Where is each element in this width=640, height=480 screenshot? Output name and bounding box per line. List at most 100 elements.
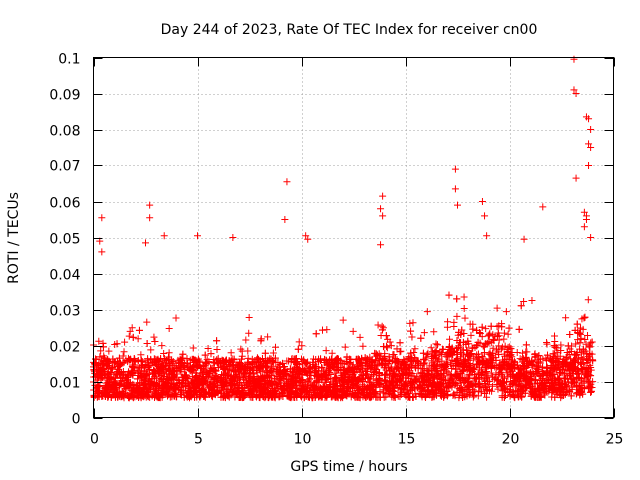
- data-point: [249, 360, 257, 368]
- data-point: [313, 377, 321, 385]
- data-point: [469, 393, 477, 401]
- data-point: [500, 329, 508, 337]
- data-point: [209, 373, 217, 381]
- data-point: [551, 393, 559, 401]
- data-point: [483, 393, 491, 401]
- data-point: [187, 392, 195, 400]
- data-point: [587, 388, 595, 396]
- data-point: [356, 333, 364, 341]
- data-point: [437, 389, 445, 397]
- data-point: [359, 342, 367, 350]
- data-point: [566, 387, 574, 395]
- data-point: [359, 363, 367, 371]
- data-point: [127, 355, 135, 363]
- data-point: [498, 343, 506, 351]
- data-point: [320, 383, 328, 391]
- data-point: [322, 347, 330, 355]
- data-point: [194, 363, 202, 371]
- data-point: [484, 332, 492, 340]
- data-point: [147, 346, 155, 354]
- data-point: [405, 371, 413, 379]
- data-point: [187, 386, 195, 394]
- data-point: [385, 353, 393, 361]
- data-point: [198, 370, 206, 378]
- data-point: [309, 363, 317, 371]
- data-point: [433, 367, 441, 375]
- data-point: [287, 389, 295, 397]
- data-point: [236, 389, 244, 397]
- data-point: [483, 339, 491, 347]
- data-point: [386, 356, 394, 364]
- data-point: [265, 357, 273, 365]
- data-point: [401, 383, 409, 391]
- data-point: [177, 356, 185, 364]
- data-point: [262, 363, 270, 371]
- data-point: [410, 384, 418, 392]
- data-point: [556, 369, 564, 377]
- data-point: [328, 349, 336, 357]
- data-point: [249, 370, 257, 378]
- data-point: [586, 343, 594, 351]
- data-point: [584, 356, 592, 364]
- data-point: [436, 350, 444, 358]
- data-point: [338, 392, 346, 400]
- data-point: [154, 363, 162, 371]
- data-point: [478, 353, 486, 361]
- data-point: [172, 314, 180, 322]
- data-point: [419, 349, 427, 357]
- data-point: [244, 354, 252, 362]
- data-point: [97, 363, 105, 371]
- data-point: [305, 377, 313, 385]
- data-point: [393, 365, 401, 373]
- data-point: [287, 391, 295, 399]
- data-point: [547, 364, 555, 372]
- data-point: [343, 353, 351, 361]
- data-point: [279, 371, 287, 379]
- data-point: [522, 367, 530, 375]
- data-point: [101, 354, 109, 362]
- data-point: [526, 380, 534, 388]
- data-point: [543, 339, 551, 347]
- data-point: [189, 344, 197, 352]
- data-point: [202, 358, 210, 366]
- data-point: [284, 379, 292, 387]
- data-point: [418, 391, 426, 399]
- data-point: [452, 358, 460, 366]
- data-point: [315, 384, 323, 392]
- data-point: [577, 324, 585, 332]
- data-point: [515, 378, 523, 386]
- data-point: [326, 380, 334, 388]
- data-point: [562, 360, 570, 368]
- data-point: [302, 386, 310, 394]
- data-point: [405, 353, 413, 361]
- data-point: [291, 355, 299, 363]
- data-point: [510, 379, 518, 387]
- data-point: [550, 342, 558, 350]
- data-point: [205, 372, 213, 380]
- data-point: [270, 393, 278, 401]
- data-point: [508, 367, 516, 375]
- data-point: [493, 376, 501, 384]
- data-point: [582, 340, 590, 348]
- data-point: [378, 326, 386, 334]
- data-point: [426, 391, 434, 399]
- data-point: [196, 393, 204, 401]
- data-point: [201, 351, 209, 359]
- data-point: [544, 351, 552, 359]
- data-point: [143, 340, 151, 348]
- data-point: [109, 364, 117, 372]
- data-point: [152, 369, 160, 377]
- data-point: [169, 366, 177, 374]
- data-point: [350, 369, 358, 377]
- data-point: [346, 360, 354, 368]
- data-point: [420, 329, 428, 337]
- data-point: [457, 353, 465, 361]
- data-point: [478, 323, 486, 331]
- data-point: [474, 392, 482, 400]
- data-point: [419, 372, 427, 380]
- data-point: [473, 361, 481, 369]
- data-point: [509, 387, 517, 395]
- data-point: [333, 377, 341, 385]
- data-point: [293, 381, 301, 389]
- data-point: [513, 349, 521, 357]
